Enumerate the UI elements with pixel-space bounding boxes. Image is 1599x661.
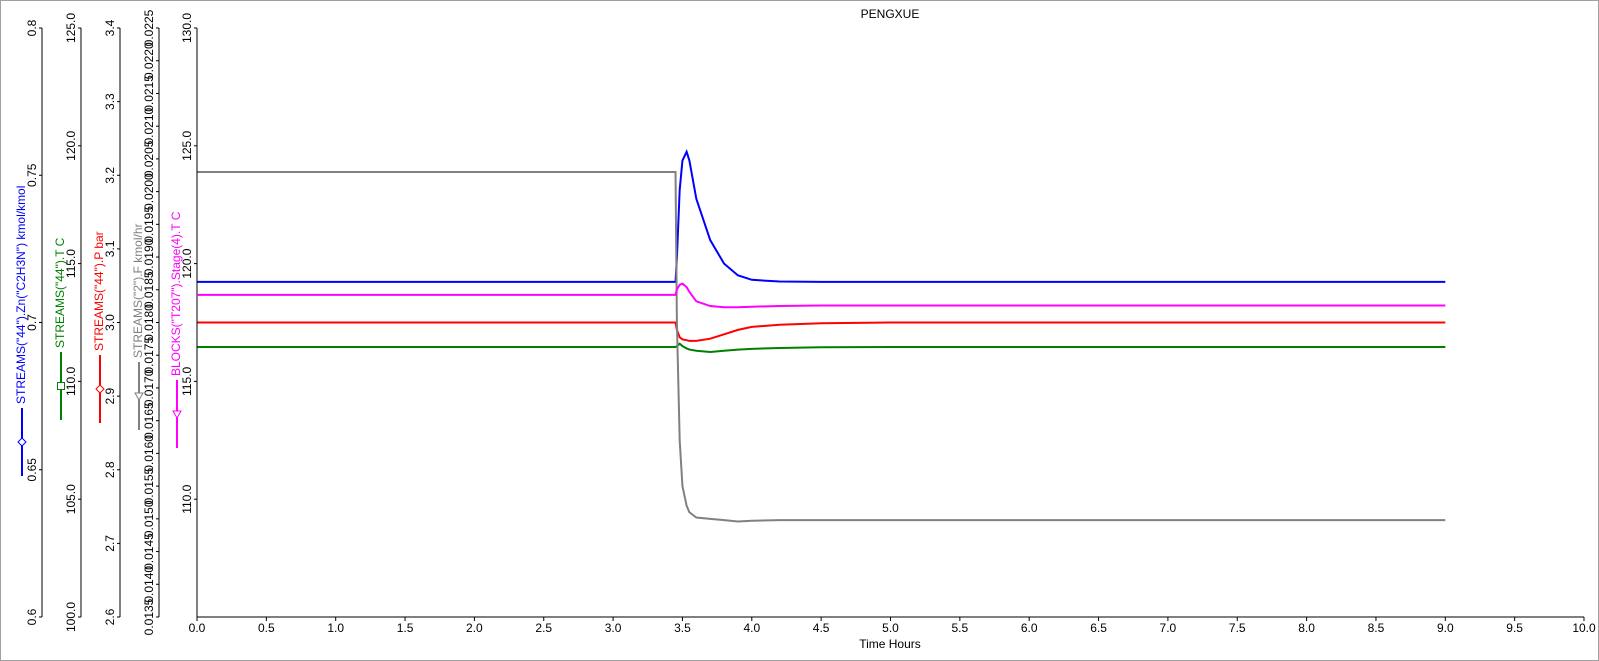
series-line [197,148,1446,283]
series-line [197,282,1446,309]
legend-symbol [95,384,105,394]
series-line [197,342,1446,353]
y-tick-label: 120.0 [64,130,78,160]
y-tick-label: 130.0 [180,13,194,43]
y-tick-label: 0.75 [25,163,39,187]
y-tick-label: 125.0 [180,130,194,160]
y-tick-label: 0.0200 [142,173,156,210]
y-tick-label: 0.0135 [142,598,156,635]
y-tick-label: 3.0 [103,314,117,331]
legend-label: STREAMS("44").Zn("C2H3N") kmol/kmol [14,186,28,404]
y-tick-label: 0.0195 [142,206,156,243]
y-tick-label: 110.0 [180,484,194,513]
y-tick-label: 120.0 [180,248,194,278]
x-tick-label: 2.5 [535,621,552,635]
y-tick-label: 0.0215 [142,75,156,112]
y-tick-label: 0.8 [25,19,39,36]
x-tick-label: 3.5 [674,621,691,635]
y-tick-label: 0.65 [25,458,39,482]
x-tick-label: 8.0 [1298,621,1315,635]
x-tick-label: 2.0 [466,621,483,635]
y-tick-label: 0.0145 [142,533,156,570]
y-tick-label: 115.0 [180,367,194,396]
y-tick-label: 3.4 [103,19,117,36]
x-tick-label: 10.0 [1572,621,1596,635]
x-tick-label: 1.0 [327,621,344,635]
chart-title: PENGXUE [861,7,920,21]
legend-symbol [134,392,144,402]
x-tick-label: 5.0 [882,621,899,635]
y-tick-label: 100.0 [64,602,78,632]
y-tick-label: 2.9 [103,387,117,404]
y-tick-label: 110.0 [64,367,78,396]
x-tick-label: 4.5 [813,621,830,635]
y-tick-label: 0.0140 [142,566,156,603]
x-tick-label: 7.0 [1160,621,1177,635]
series-line [197,321,1446,342]
y-tick-label: 2.7 [103,535,117,552]
y-tick-label: 0.0210 [142,107,156,144]
y-tick-label: 0.0160 [142,435,156,472]
y-tick-label: 0.0175 [142,337,156,374]
x-axis-label: Time Hours [859,637,921,651]
y-tick-label: 105.0 [64,484,78,514]
y-tick-label: 125.0 [64,13,78,43]
y-tick-label: 3.2 [103,167,117,184]
x-tick-label: 7.5 [1229,621,1246,635]
x-tick-label: 5.5 [952,621,969,635]
y-tick-label: 115.0 [64,249,78,278]
y-tick-label: 3.3 [103,93,117,110]
x-tick-label: 0.5 [258,621,275,635]
legend-symbol [17,437,27,447]
y-tick-label: 0.0170 [142,369,156,406]
y-tick-label: 0.0185 [142,271,156,308]
x-tick-label: 3.0 [605,621,622,635]
y-tick-label: 0.0225 [142,9,156,46]
legend-label: STREAMS("44").T C [53,237,67,348]
y-tick-label: 0.0190 [142,238,156,275]
legend-symbol [57,382,65,390]
x-tick-label: 0.0 [189,621,206,635]
y-tick-label: 0.0220 [142,42,156,79]
series-line [197,170,1446,523]
y-tick-label: 0.0150 [142,500,156,537]
y-tick-label: 0.7 [25,314,39,331]
legend-label: STREAMS("44").P bar [92,231,106,351]
x-tick-label: 9.0 [1437,621,1454,635]
y-tick-label: 0.0165 [142,402,156,439]
y-tick-label: 0.0180 [142,304,156,341]
x-tick-label: 1.5 [397,621,414,635]
y-tick-label: 0.0155 [142,467,156,504]
legend-symbol [172,410,182,420]
x-tick-label: 4.0 [743,621,760,635]
legend-label: STREAMS("2").F kmol/hr [131,223,145,358]
x-tick-label: 8.5 [1368,621,1385,635]
x-tick-label: 9.5 [1506,621,1523,635]
y-tick-label: 2.8 [103,461,117,478]
y-tick-label: 2.6 [103,608,117,625]
x-tick-label: 6.5 [1090,621,1107,635]
y-tick-label: 3.1 [103,240,117,257]
x-tick-label: 6.0 [1021,621,1038,635]
y-tick-label: 0.0205 [142,140,156,177]
legend-label: BLOCKS("T207").Stage(4).T C [169,211,183,376]
y-tick-label: 0.6 [25,608,39,625]
